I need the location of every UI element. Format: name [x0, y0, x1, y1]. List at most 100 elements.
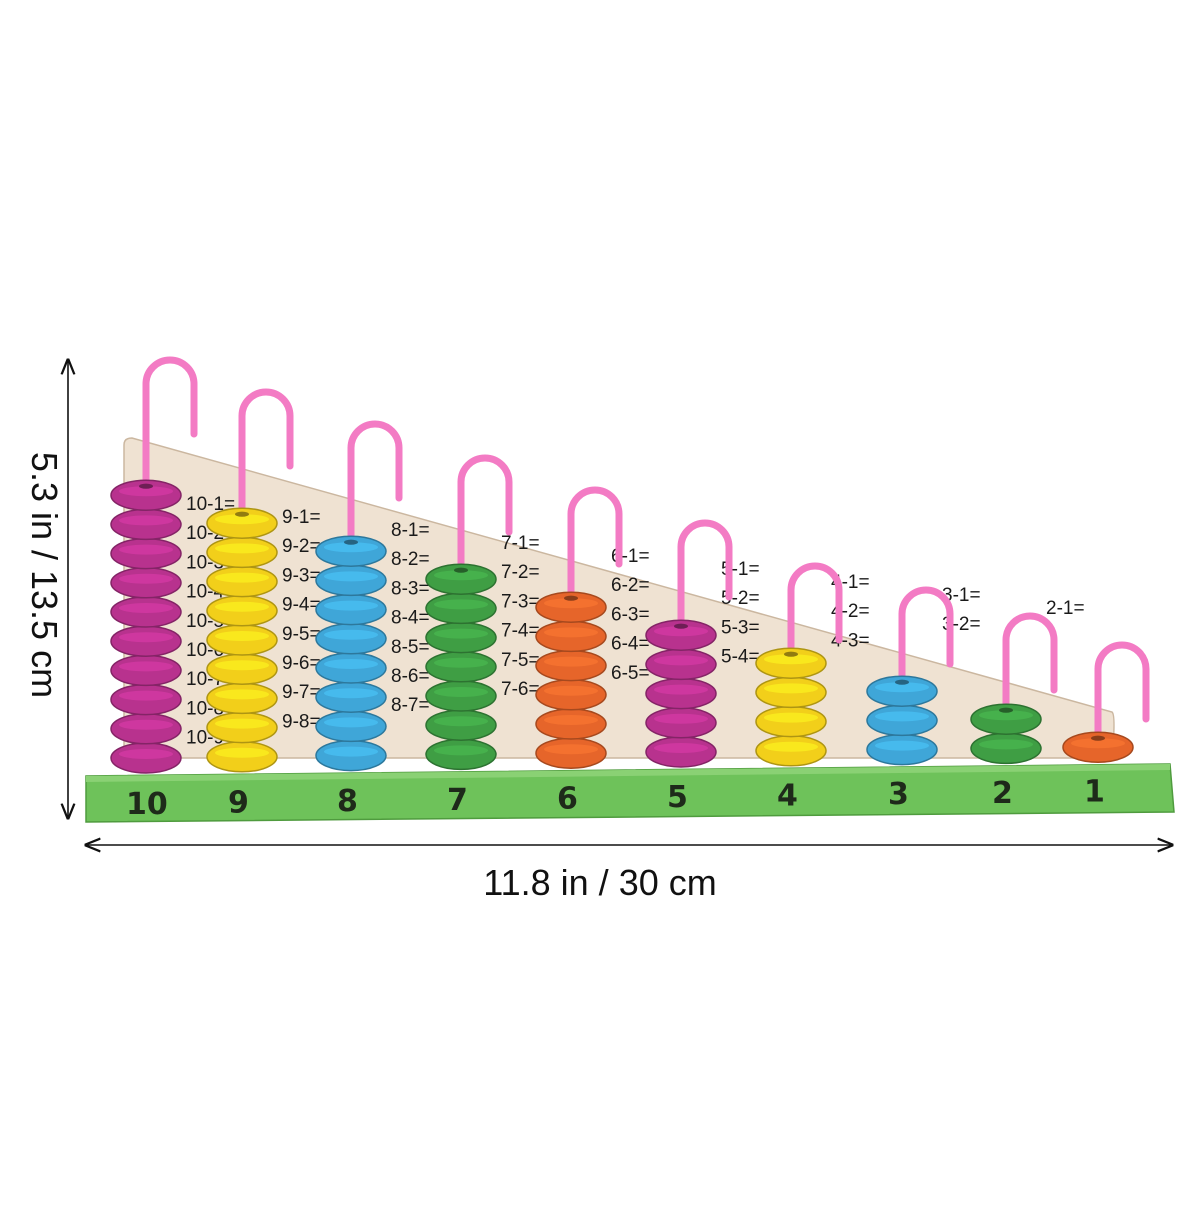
abacus-bead	[970, 732, 1042, 765]
abacus-bead	[535, 649, 607, 682]
abacus-bead	[866, 733, 938, 766]
board-equation: 6-4=	[611, 634, 650, 655]
board-equation: 8-6=	[391, 666, 430, 687]
abacus-bead	[206, 711, 278, 744]
board-equation: 10-1=	[186, 494, 235, 515]
abacus-bead	[535, 591, 607, 623]
board-equation: 8-3=	[391, 578, 430, 599]
board-equation: 9-1=	[282, 507, 321, 528]
abacus-bead	[970, 703, 1042, 735]
abacus-bead	[315, 739, 387, 772]
abacus-bead	[645, 619, 717, 651]
abacus-bead	[206, 653, 278, 685]
board-equation: 8-7=	[391, 695, 430, 716]
abacus-bead	[315, 535, 387, 567]
board-equation: 3-1=	[942, 585, 981, 606]
abacus-rod	[567, 486, 623, 762]
abacus-bead	[315, 710, 387, 743]
abacus-bead	[755, 705, 827, 738]
board-equation: 7-3=	[501, 591, 540, 612]
board-equation: 7-2=	[501, 562, 540, 583]
abacus-bead	[110, 654, 182, 687]
abacus-bead	[315, 564, 387, 597]
board-equation: 9-2=	[282, 536, 321, 557]
abacus-rod	[677, 519, 733, 762]
abacus-bead	[645, 736, 717, 768]
abacus-bead	[535, 708, 607, 740]
rod-number: 8	[337, 784, 358, 819]
board-equation: 7-4=	[501, 621, 540, 642]
board-equation: 9-8=	[282, 711, 321, 732]
width-dimension-label: 11.8 in / 30 cm	[483, 862, 717, 903]
abacus-rod	[1094, 641, 1150, 762]
abacus-bead	[315, 652, 387, 684]
board-equation: 7-6=	[501, 679, 540, 700]
abacus-bead	[206, 624, 278, 656]
abacus-bead	[206, 507, 278, 539]
board-equation: 9-3=	[282, 565, 321, 586]
board-equation: 9-7=	[282, 682, 321, 703]
rod-number: 1	[1084, 774, 1105, 809]
board-equation: 8-5=	[391, 637, 430, 658]
board-equation: 9-4=	[282, 595, 321, 616]
abacus-bead	[425, 563, 497, 595]
board-equation: 8-1=	[391, 520, 430, 541]
abacus-bead	[425, 592, 497, 625]
abacus-bead	[425, 621, 497, 654]
abacus-bead	[110, 508, 182, 541]
board-equation: 5-4=	[721, 647, 760, 668]
abacus-rod	[457, 454, 513, 762]
rod-number: 9	[228, 786, 249, 821]
abacus-bead	[110, 742, 182, 774]
abacus-rod	[787, 562, 843, 762]
abacus-bead	[110, 713, 182, 745]
abacus-bead	[110, 567, 182, 599]
abacus-bead	[866, 675, 938, 707]
rod-number: 10	[126, 787, 168, 822]
board-equation: 9-5=	[282, 624, 321, 645]
rod-number: 4	[777, 779, 798, 814]
abacus-rod	[238, 388, 294, 762]
board-equation: 9-6=	[282, 653, 321, 674]
abacus-bead	[425, 709, 497, 741]
board-equation: 6-5=	[611, 663, 650, 684]
abacus-rod	[1002, 612, 1058, 762]
abacus-bead	[425, 738, 497, 771]
abacus-bead	[425, 680, 497, 712]
abacus-bead	[206, 595, 278, 627]
abacus-rod	[142, 356, 198, 762]
abacus-bead	[535, 679, 607, 711]
abacus-rod	[347, 420, 403, 762]
abacus-bead	[110, 596, 182, 628]
abacus-bead	[755, 647, 827, 679]
abacus-bead	[535, 620, 607, 653]
rod-number: 7	[447, 783, 468, 818]
abacus-bead	[206, 536, 278, 569]
board-equation: 2-1=	[1046, 598, 1085, 619]
abacus-bead	[110, 625, 182, 657]
board-equation: 6-3=	[611, 604, 650, 625]
abacus-bead	[535, 737, 607, 769]
abacus-bead	[755, 735, 827, 767]
rod-number: 3	[888, 777, 909, 812]
abacus-bead	[645, 648, 717, 681]
height-dimension-label: 5.3 in / 13.5 cm	[24, 451, 65, 699]
board-equation: 6-2=	[611, 575, 650, 596]
board-equation: 5-3=	[721, 617, 760, 638]
abacus-bead	[425, 651, 497, 683]
abacus-bead	[206, 565, 278, 598]
abacus-bead	[206, 682, 278, 715]
abacus-bead	[315, 593, 387, 626]
rod-number: 2	[992, 776, 1013, 811]
abacus-bead	[755, 676, 827, 709]
abacus-bead	[645, 707, 717, 739]
rod-number: 5	[667, 780, 688, 815]
abacus-bead	[110, 537, 182, 570]
rod-number: 6	[557, 781, 578, 816]
abacus-bead	[206, 741, 278, 773]
board-equation: 8-2=	[391, 549, 430, 570]
abacus-bead	[315, 681, 387, 713]
abacus-bead	[866, 704, 938, 737]
